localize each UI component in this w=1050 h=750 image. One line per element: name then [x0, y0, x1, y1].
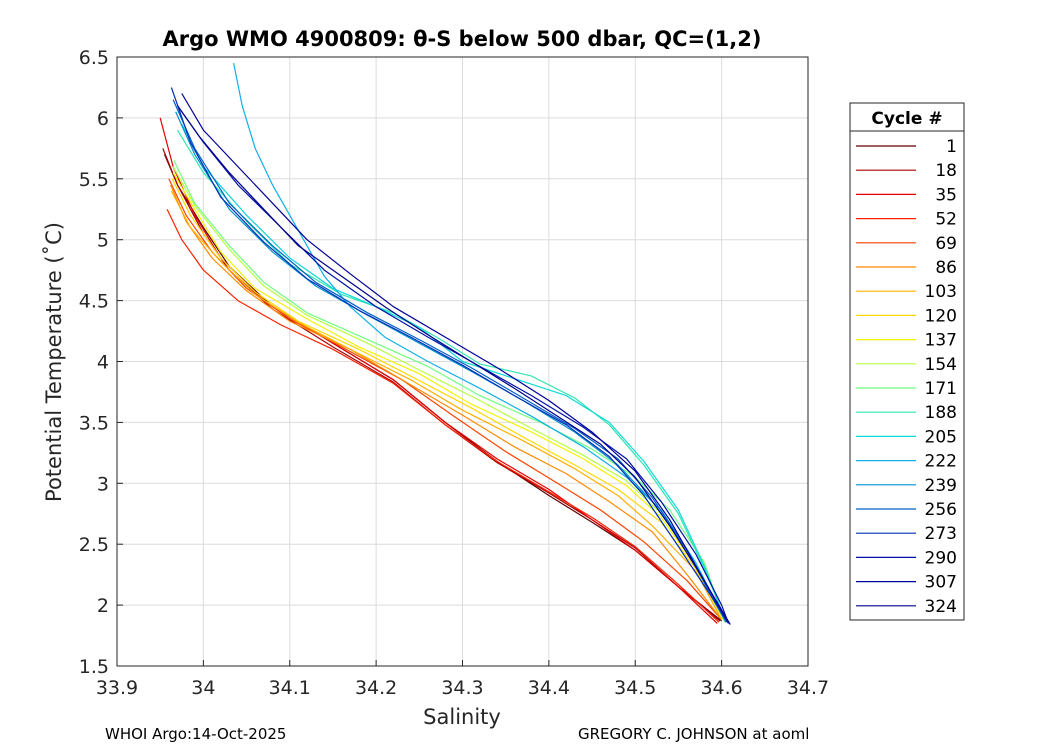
x-axis-ticks: 33.9 34 34.1 34.2 34.3 34.4 34.5 34.6 34.7 [96, 660, 829, 699]
x-tick-label: 34 [191, 677, 215, 699]
x-axis-label: Salinity [423, 705, 501, 729]
y-axis-ticks: 1.5 2 2.5 3 3.5 4 4.5 5 5.5 6 6.5 [79, 47, 123, 678]
y-tick-label: 2 [97, 595, 109, 617]
x-tick-label: 34.6 [700, 677, 742, 699]
y-tick-label: 3.5 [79, 412, 109, 434]
y-tick-label: 4.5 [79, 291, 109, 313]
legend-label: 273 [925, 524, 957, 544]
x-tick-label: 34.3 [441, 677, 483, 699]
y-tick-label: 3 [97, 473, 109, 495]
series-line-cycle-86 [170, 184, 723, 621]
y-tick-label: 5.5 [79, 169, 109, 191]
series-line-cycle-324 [177, 105, 731, 625]
y-axis-label: Potential Temperature (˚C) [42, 222, 66, 502]
legend-label: 205 [925, 427, 957, 447]
x-tick-label: 34.7 [787, 677, 829, 699]
legend-label: 290 [925, 548, 957, 568]
y-tick-label: 2.5 [79, 534, 109, 556]
legend-label: 86 [935, 258, 957, 278]
footer-date: WHOI Argo:14-Oct-2025 [105, 725, 287, 743]
legend-label: 137 [925, 331, 957, 351]
series-line-cycle-35 [159, 117, 718, 624]
profile-lines [159, 62, 731, 625]
x-tick-label: 33.9 [96, 677, 138, 699]
footer-author: GREGORY C. JOHNSON at aoml [578, 725, 810, 743]
series-line-cycle-154 [172, 166, 725, 622]
legend-label: 1 [946, 137, 957, 157]
legend-label: 120 [925, 306, 957, 326]
legend-title: Cycle # [871, 109, 942, 129]
legend-label: 324 [925, 597, 957, 617]
x-tick-label: 34.2 [355, 677, 397, 699]
legend-label: 188 [925, 403, 957, 423]
x-tick-label: 34.1 [269, 677, 311, 699]
y-tick-label: 6.5 [79, 47, 109, 69]
legend-label: 307 [925, 573, 957, 593]
legend: Cycle # 1 18 35 52 69 86 103 120 137 154 171 188 205… [849, 102, 965, 621]
y-tick-label: 1.5 [79, 656, 109, 678]
series-line-cycle-307 [181, 93, 730, 624]
legend-label: 35 [935, 185, 957, 205]
y-tick-label: 5 [97, 230, 109, 252]
legend-label: 239 [925, 476, 957, 496]
legend-box [849, 102, 965, 621]
y-tick-label: 4 [97, 352, 109, 374]
y-tick-label: 6 [97, 108, 109, 130]
series-line-cycle-222 [233, 62, 727, 623]
series-line-cycle-52 [166, 209, 720, 623]
series-line-cycle-256 [172, 99, 728, 623]
legend-label: 103 [925, 282, 957, 302]
series-line-cycle-290 [177, 105, 730, 624]
legend-label: 69 [935, 234, 957, 254]
series-line-cycle-205 [181, 123, 727, 623]
legend-label: 222 [925, 452, 957, 472]
legend-label: 256 [925, 500, 957, 520]
series-line-cycle-188 [176, 129, 727, 622]
x-tick-label: 34.5 [614, 677, 656, 699]
legend-label: 154 [925, 355, 957, 375]
series-line-cycle-120 [171, 178, 724, 620]
x-tick-label: 34.4 [528, 677, 570, 699]
series-line-cycle-171 [173, 160, 726, 623]
legend-label: 171 [925, 379, 957, 399]
series-line-cycle-103 [170, 190, 723, 620]
legend-label: 52 [935, 210, 957, 230]
series-line-cycle-273 [170, 87, 729, 623]
legend-label: 18 [935, 161, 957, 181]
chart-title: Argo WMO 4900809: θ-S below 500 dbar, QC… [163, 27, 762, 51]
